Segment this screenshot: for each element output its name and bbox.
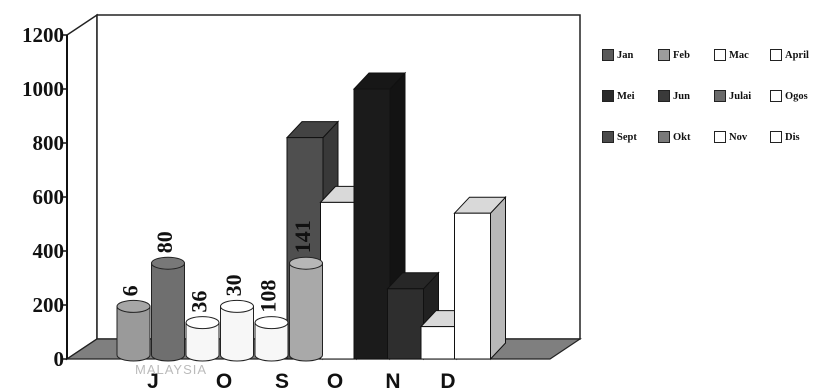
legend-label: Sept [617, 131, 637, 143]
y-tick-label: 400 [33, 239, 65, 263]
legend-label: Julai [729, 90, 752, 102]
legend-swatch [658, 90, 670, 102]
legend-swatch [658, 131, 670, 143]
bar-front [353, 88, 391, 360]
legend-swatch [770, 131, 782, 143]
y-tick-label: 1000 [22, 77, 64, 101]
legend-item-julai: Julai [714, 90, 770, 102]
bar-front [454, 212, 491, 360]
bar-cylinder-top [254, 316, 289, 330]
legend-swatch [714, 90, 726, 102]
data-label-jan: 6 [118, 285, 143, 296]
legend-label: Mac [729, 49, 749, 61]
bar-cylinder-body [220, 305, 254, 362]
legend-swatch [658, 49, 670, 61]
bar-side [490, 195, 506, 361]
x-tick-label: D [440, 370, 455, 392]
data-label-mac: 36 [187, 291, 212, 313]
legend-item-sept: Sept [602, 131, 658, 143]
legend: Jan Feb Mac April Mei Jun Julai Ogos Sept Okt Nov D… [602, 44, 830, 167]
bar-jan [116, 299, 151, 362]
bar-front [420, 326, 458, 360]
bar-cylinder-top [185, 316, 220, 330]
side-wall [66, 13, 98, 361]
legend-row: Jan Feb Mac April [602, 44, 830, 66]
bar-mei [254, 316, 289, 362]
legend-row: Mei Jun Julai Ogos [602, 85, 830, 107]
legend-item-ogos: Ogos [770, 90, 826, 102]
legend-item-jun: Jun [658, 90, 714, 102]
bar-feb [151, 256, 185, 362]
legend-swatch [602, 90, 614, 102]
data-labels: 6 80 36 30 108 141 [118, 220, 316, 312]
legend-label: April [785, 49, 809, 61]
x-tick-label: O [327, 370, 343, 392]
legend-label: Mei [617, 90, 635, 102]
legend-label: Okt [673, 131, 691, 143]
bar-cylinder-body [116, 305, 151, 362]
bar-dis [453, 195, 507, 361]
x-tick-label: J [147, 370, 159, 392]
bar-chart: 0 200 400 600 800 1000 1200 6 80 36 30 108 141 J O S O… [22, 13, 582, 392]
bar-cylinder-top [151, 256, 185, 270]
legend-swatch [602, 49, 614, 61]
legend-label: Jan [617, 49, 634, 61]
legend-swatch [714, 131, 726, 143]
bar-april [220, 299, 254, 362]
bar-front [387, 288, 424, 360]
legend-item-dis: Dis [770, 131, 826, 143]
x-tick-label: S [275, 370, 289, 392]
legend-label: Jun [673, 90, 690, 102]
legend-label: Ogos [785, 90, 808, 102]
data-label-feb: 80 [152, 231, 177, 253]
legend-item-mei: Mei [602, 90, 658, 102]
legend-item-okt: Okt [658, 131, 714, 143]
watermark-text: MALAYSIA [135, 362, 208, 377]
y-tick-label: 800 [33, 131, 65, 155]
bar-cylinder-body [185, 322, 220, 362]
y-tick-label: 200 [33, 293, 65, 317]
legend-item-feb: Feb [658, 49, 714, 61]
x-tick-label: O [216, 370, 232, 392]
bar-cylinder-top [220, 299, 254, 313]
legend-swatch [602, 131, 614, 143]
y-tick-label: 1200 [22, 23, 64, 47]
bar-cylinder-top [289, 256, 323, 270]
bar-cylinder-body [151, 262, 185, 362]
legend-row: Sept Okt Nov Dis [602, 126, 830, 148]
legend-item-april: April [770, 49, 826, 61]
legend-label: Feb [673, 49, 690, 61]
bars [116, 71, 507, 362]
x-tick-label: N [385, 370, 400, 392]
y-tick-label: 600 [33, 185, 65, 209]
y-tick-label: 0 [54, 347, 65, 371]
legend-item-nov: Nov [714, 131, 770, 143]
data-label-jun: 141 [290, 220, 315, 253]
legend-label: Nov [729, 131, 748, 143]
data-label-april: 30 [221, 274, 246, 296]
legend-label: Dis [785, 131, 800, 143]
bar-cylinder-body [254, 322, 289, 362]
legend-swatch [770, 90, 782, 102]
legend-item-jan: Jan [602, 49, 658, 61]
y-axis: 0 200 400 600 800 1000 1200 [22, 23, 68, 371]
legend-swatch [714, 49, 726, 61]
legend-item-mac: Mac [714, 49, 770, 61]
bar-cylinder-top [116, 299, 151, 313]
data-label-mei: 108 [256, 280, 281, 313]
bar-front [320, 201, 357, 360]
bar-mac [185, 316, 220, 362]
legend-swatch [770, 49, 782, 61]
bar-jun [289, 256, 323, 362]
bar-cylinder-body [289, 262, 323, 362]
